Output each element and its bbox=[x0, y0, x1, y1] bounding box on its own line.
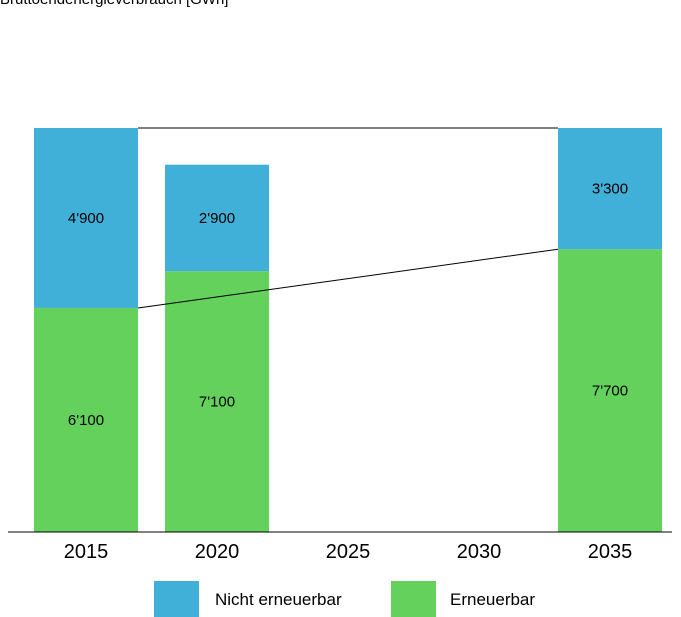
bar-value-label: 4'900 bbox=[68, 210, 104, 227]
bar-erneuerbar-2035 bbox=[558, 249, 662, 532]
bar-value-label: 3'300 bbox=[592, 181, 628, 198]
x-tick-label: 2030 bbox=[457, 541, 502, 563]
bar-value-label: 6'100 bbox=[68, 412, 104, 429]
legend-swatch-nicht-erneuerbar bbox=[154, 581, 199, 617]
legend-swatch-erneuerbar bbox=[391, 581, 436, 617]
bar-erneuerbar-2020 bbox=[165, 271, 269, 532]
bar-value-label: 7'100 bbox=[199, 394, 235, 411]
legend-label-erneuerbar: Erneuerbar bbox=[450, 590, 535, 609]
x-tick-label: 2035 bbox=[588, 541, 633, 563]
trend-line-2 bbox=[137, 248, 559, 309]
bars-group bbox=[34, 128, 662, 532]
x-tick-labels-group: 2015 2020 2025 2030 2035 bbox=[64, 541, 633, 563]
x-tick-label: 2020 bbox=[195, 541, 240, 563]
bar-nicht-erneuerbar-2035 bbox=[558, 128, 662, 250]
legend: Nicht erneuerbar Erneuerbar bbox=[154, 581, 535, 617]
x-tick-label: 2015 bbox=[64, 541, 109, 563]
bar-value-label: 7'700 bbox=[592, 383, 628, 400]
chart-title: Bruttoendenergieverbrauch [GWh] bbox=[0, 0, 228, 8]
bar-nicht-erneuerbar-2015 bbox=[34, 128, 138, 308]
legend-label-nicht-erneuerbar: Nicht erneuerbar bbox=[215, 590, 342, 609]
x-tick-label: 2025 bbox=[326, 541, 371, 563]
bar-labels-group: 6'100 4'900 7'100 2'900 7'700 3'300 bbox=[68, 181, 628, 429]
bar-nicht-erneuerbar-2020 bbox=[165, 164, 269, 272]
bar-value-label: 2'900 bbox=[199, 210, 235, 227]
bar-erneuerbar-2015 bbox=[34, 307, 138, 532]
trend-lines-group bbox=[137, 127, 559, 309]
